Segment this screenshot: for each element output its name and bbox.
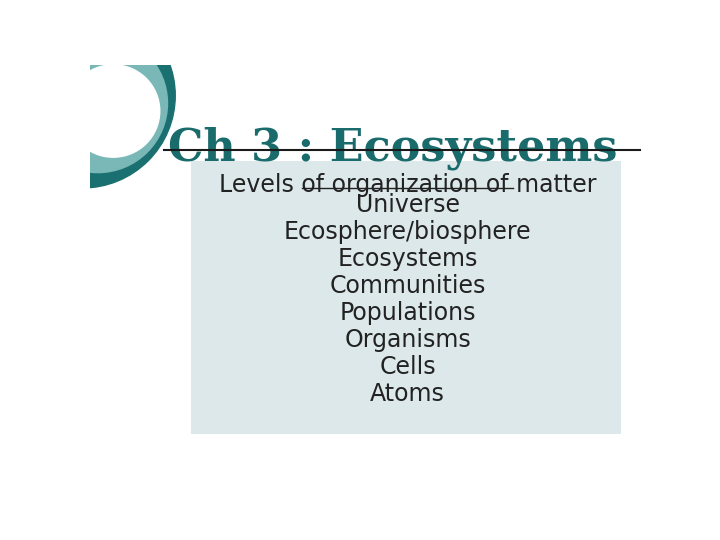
Text: Ecosystems: Ecosystems [338,247,478,271]
Text: Organisms: Organisms [344,328,471,352]
FancyBboxPatch shape [191,161,621,434]
Circle shape [28,34,168,173]
Text: Communities: Communities [330,274,486,298]
Text: Populations: Populations [340,301,476,325]
Text: Cells: Cells [379,355,436,379]
Circle shape [0,3,175,188]
Text: Levels of organization of matter: Levels of organization of matter [219,173,596,197]
Circle shape [67,65,160,157]
Text: Ch 3 : Ecosystems: Ch 3 : Ecosystems [168,126,617,170]
Text: Atoms: Atoms [370,382,445,406]
Text: Ecosphere/biosphere: Ecosphere/biosphere [284,220,531,244]
Text: Universe: Universe [356,193,460,218]
